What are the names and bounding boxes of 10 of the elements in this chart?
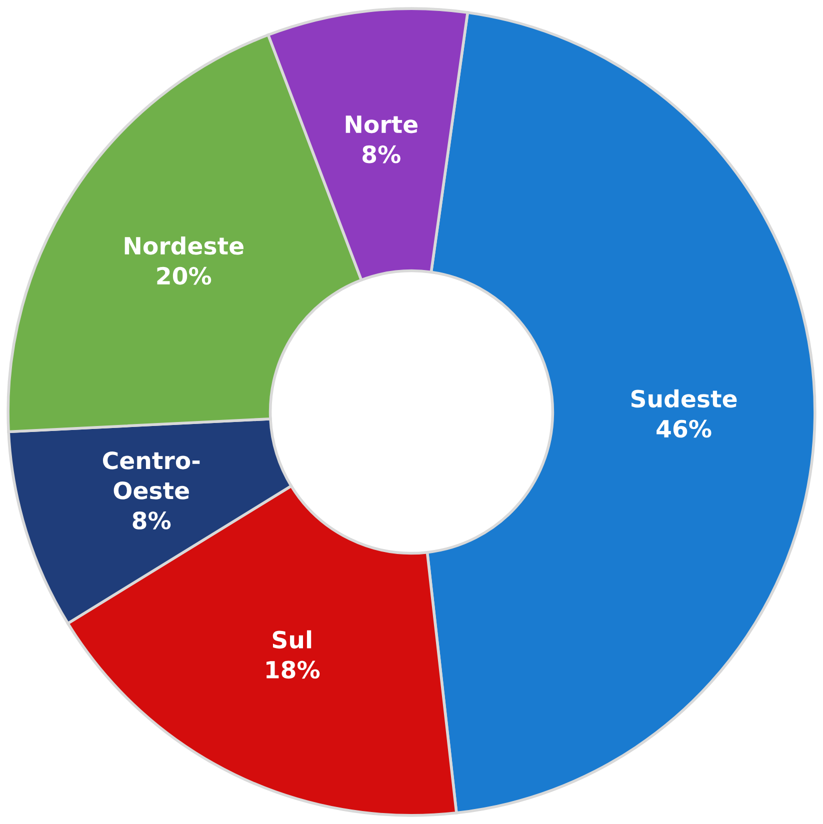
data-label: 8% bbox=[362, 145, 400, 164]
slice-label: Sudeste bbox=[631, 389, 737, 408]
data-label: 46% bbox=[656, 420, 712, 438]
slice-label: Norte bbox=[346, 116, 418, 134]
data-label: 8% bbox=[132, 512, 171, 530]
data-label: 20% bbox=[157, 266, 212, 285]
slice-label: Sul bbox=[272, 630, 312, 649]
slice-label: Nordeste bbox=[124, 236, 244, 255]
data-label: 18% bbox=[266, 660, 320, 679]
slice-label: Centro-Oeste bbox=[102, 451, 200, 500]
